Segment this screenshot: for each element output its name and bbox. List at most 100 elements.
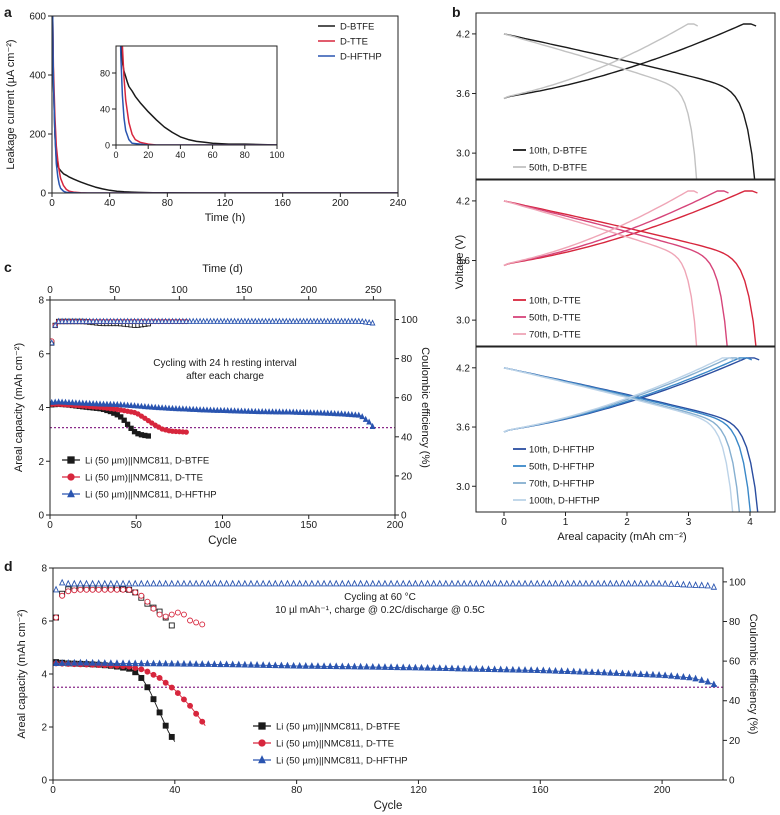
y2-tick-label: 40 bbox=[729, 696, 741, 707]
ce-point-D-HFTHP bbox=[342, 317, 348, 324]
subpanel-frame bbox=[475, 346, 776, 513]
x2-tick-label: 250 bbox=[365, 285, 382, 296]
inset-line-D-TTE bbox=[121, 46, 277, 145]
ce-point-D-HFTHP bbox=[674, 580, 681, 588]
ce-point-D-HFTHP bbox=[424, 579, 431, 587]
discharge-curve bbox=[503, 200, 728, 346]
capacity-point-D-HFTHP bbox=[144, 659, 151, 667]
capacity-line-D-HFTHP bbox=[51, 401, 375, 430]
ce-point-D-HFTHP bbox=[269, 317, 276, 324]
ce-point-D-HFTHP bbox=[362, 318, 369, 325]
charge-curve bbox=[503, 357, 735, 433]
annotation: Cycling at 60 °C bbox=[344, 592, 416, 603]
charge-curve bbox=[503, 190, 699, 267]
ce-point-D-TTE bbox=[101, 586, 108, 593]
capacity-point-D-HFTHP bbox=[179, 405, 186, 412]
capacity-point-D-HFTHP bbox=[173, 404, 179, 412]
legend-label: Li (50 µm)||NMC811, D-HFTHP bbox=[85, 490, 217, 501]
ce-point-D-TTE bbox=[83, 586, 90, 593]
ce-point-D-HFTHP bbox=[331, 317, 338, 324]
ce-point-D-HFTHP bbox=[156, 579, 163, 587]
y-tick-label: 4.2 bbox=[456, 196, 470, 207]
panel-label: c bbox=[4, 259, 12, 275]
inset-y-tick-label: 80 bbox=[100, 69, 110, 79]
y2-tick-label: 100 bbox=[729, 577, 746, 588]
ce-point-D-HFTHP bbox=[308, 579, 316, 587]
y-tick-label: 0 bbox=[41, 776, 47, 787]
ce-point-D-HFTHP bbox=[369, 579, 376, 587]
ce-point-D-HFTHP bbox=[221, 317, 228, 324]
capacity-point-D-HFTHP bbox=[93, 400, 100, 407]
legend-label: 70th, D-TTE bbox=[529, 330, 581, 341]
x-tick-label: 40 bbox=[104, 198, 116, 209]
capacity-point-D-HFTHP bbox=[200, 406, 207, 413]
ce-point-D-TTE bbox=[174, 609, 181, 616]
ce-point-D-HFTHP bbox=[235, 579, 242, 587]
ce-point-D-HFTHP bbox=[104, 317, 110, 324]
inset-x-tick-label: 40 bbox=[175, 150, 185, 160]
ce-point-D-HFTHP bbox=[138, 317, 145, 324]
ce-point-D-HFTHP bbox=[166, 317, 172, 324]
ce-point-D-HFTHP bbox=[564, 579, 571, 587]
capacity-point-D-HFTHP bbox=[248, 407, 255, 414]
capacity-point-D-HFTHP bbox=[231, 407, 238, 414]
ce-point-D-HFTHP bbox=[363, 579, 370, 587]
capacity-point-D-HFTHP bbox=[211, 660, 218, 667]
capacity-point-D-HFTHP bbox=[217, 660, 224, 668]
inset-series bbox=[119, 46, 277, 145]
inset-x-tick-label: 100 bbox=[269, 150, 284, 160]
ce-point-D-HFTHP bbox=[297, 317, 304, 324]
capacity-point-D-HFTHP bbox=[55, 398, 62, 405]
ce-point-D-HFTHP bbox=[200, 317, 207, 324]
capacity-point-D-HFTHP bbox=[540, 666, 547, 674]
ce-point-D-HFTHP bbox=[186, 579, 194, 587]
x-tick-label: 0 bbox=[50, 785, 56, 796]
y-tick-label: 6 bbox=[38, 349, 44, 360]
legend-marker bbox=[67, 473, 75, 481]
capacity-point-D-HFTHP bbox=[193, 405, 200, 413]
ce-point-D-HFTHP bbox=[119, 579, 127, 587]
ce-point-D-HFTHP bbox=[162, 579, 169, 587]
legend-label: 10th, D-TTE bbox=[529, 296, 581, 307]
ce-point-D-HFTHP bbox=[279, 317, 286, 324]
capacity-point-D-HFTHP bbox=[304, 408, 310, 416]
ce-point-D-HFTHP bbox=[296, 579, 303, 587]
capacity-point-D-HFTHP bbox=[224, 407, 231, 414]
legend-label: 100th, D-HFTHP bbox=[529, 496, 600, 507]
panel-label: b bbox=[452, 4, 461, 20]
x-tick-label: 0 bbox=[49, 198, 55, 209]
ce-point-D-HFTHP bbox=[145, 317, 152, 324]
capacity-point-D-HFTHP bbox=[442, 664, 450, 672]
ce-point-D-HFTHP bbox=[594, 579, 602, 587]
ce-point-D-HFTHP bbox=[515, 579, 523, 587]
x-tick-label: 200 bbox=[332, 198, 349, 209]
discharge-curve bbox=[503, 200, 698, 346]
ce-point-D-HFTHP bbox=[576, 579, 584, 587]
capacity-point-D-HFTHP bbox=[83, 658, 90, 666]
ce-point-D-HFTHP bbox=[448, 579, 456, 587]
y-tick-label: 6 bbox=[41, 617, 47, 628]
ce-point-D-HFTHP bbox=[328, 317, 335, 324]
capacity-point-D-HFTHP bbox=[321, 409, 328, 416]
capacity-point-D-HFTHP bbox=[252, 407, 259, 414]
legend-marker bbox=[67, 489, 75, 498]
ce-point-D-HFTHP bbox=[352, 317, 359, 324]
ce-point-D-TTE bbox=[126, 586, 133, 593]
ce-point-D-TTE bbox=[89, 586, 96, 593]
ce-point-D-TTE bbox=[71, 587, 78, 594]
ce-point-D-HFTHP bbox=[152, 317, 159, 324]
y-axis-title: Leakage current (µA cm⁻²) bbox=[5, 39, 17, 169]
ce-point-D-HFTHP bbox=[65, 579, 72, 587]
capacity-point-D-HFTHP bbox=[58, 659, 66, 666]
y-axis-title: Voltage (V) bbox=[454, 235, 466, 289]
y-tick-label: 3.6 bbox=[456, 89, 470, 100]
discharge-curve bbox=[503, 367, 734, 512]
ce-point-D-HFTHP bbox=[214, 317, 221, 324]
legend-label: D-TTE bbox=[340, 37, 368, 48]
ce-point-D-HFTHP bbox=[479, 579, 486, 587]
legend-label: D-HFTHP bbox=[340, 52, 382, 63]
x-axis-title: Cycle bbox=[208, 535, 237, 547]
capacity-point-D-HFTHP bbox=[286, 408, 293, 415]
ce-point-D-HFTHP bbox=[114, 317, 121, 324]
capacity-point-D-HFTHP bbox=[110, 400, 117, 407]
